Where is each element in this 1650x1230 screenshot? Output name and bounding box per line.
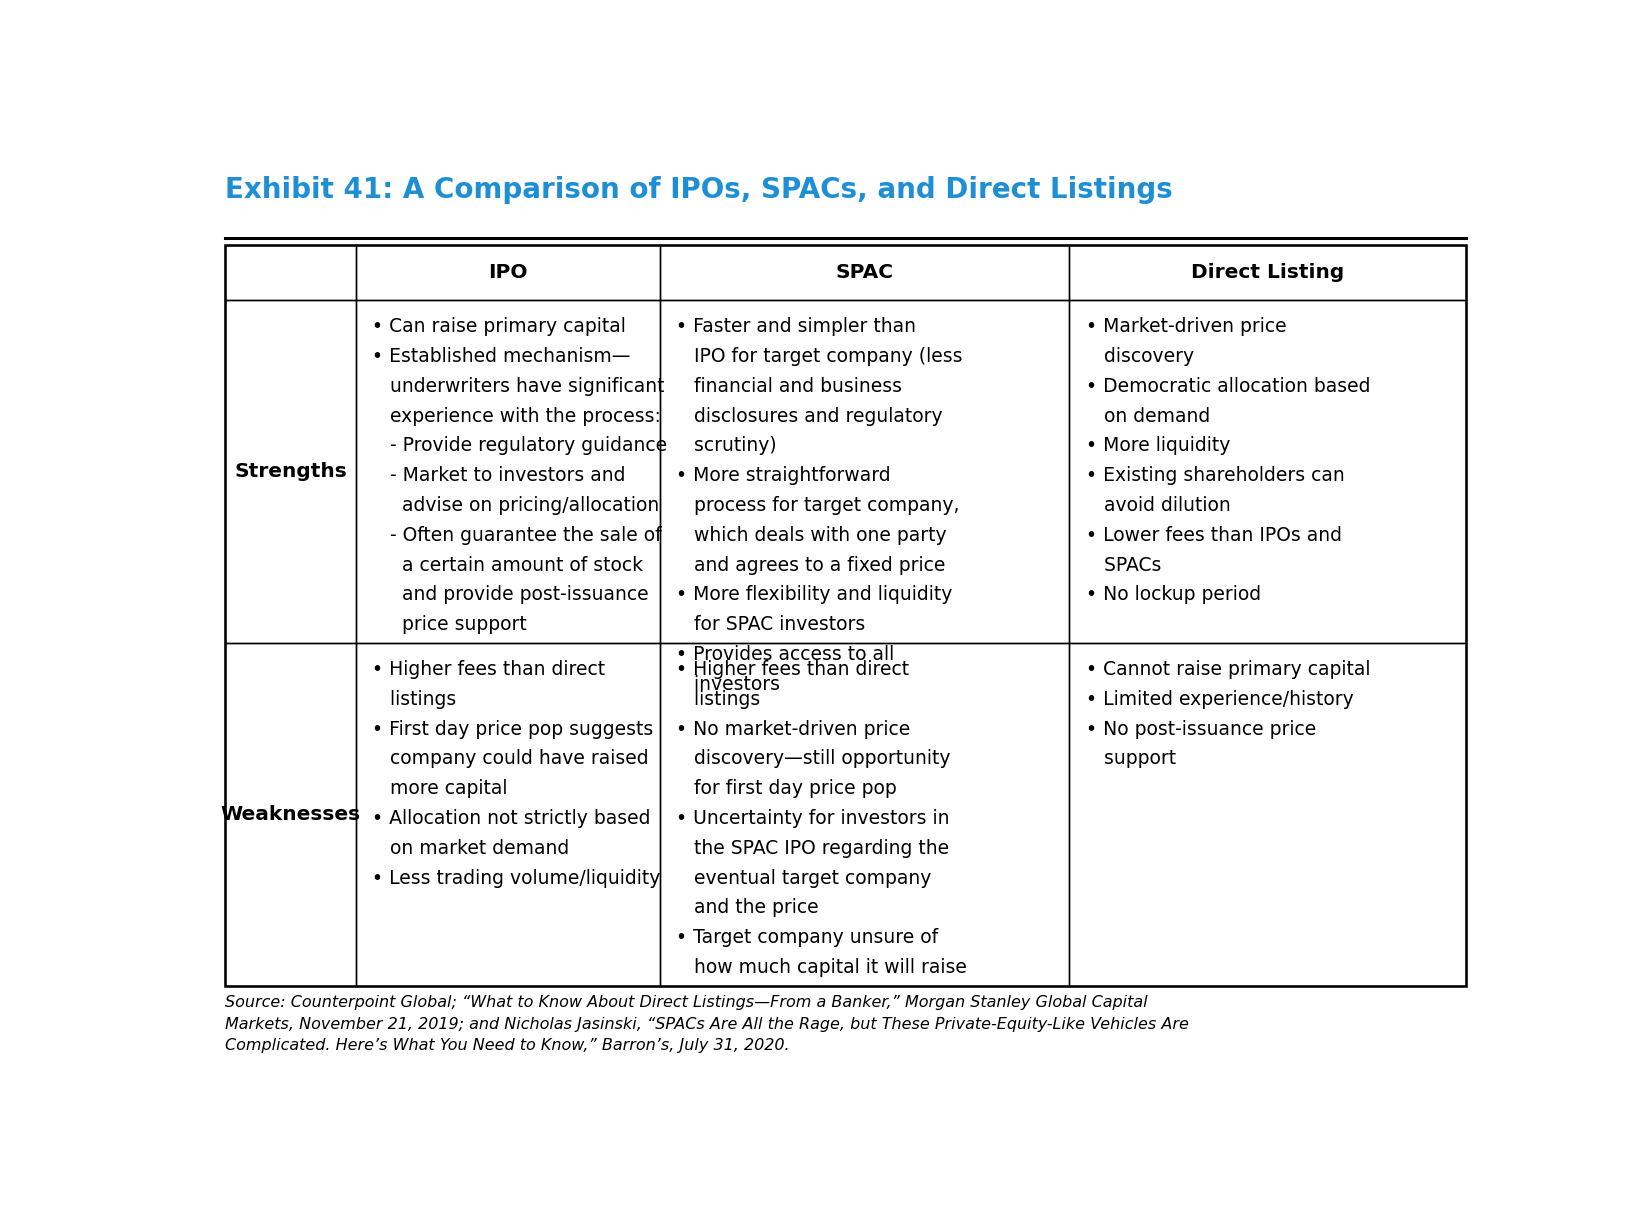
Bar bbox=[1069, 643, 1465, 985]
Bar bbox=[660, 300, 1069, 643]
Bar bbox=[226, 300, 356, 643]
Bar bbox=[660, 245, 1069, 300]
Bar bbox=[356, 300, 660, 643]
Text: Strengths: Strengths bbox=[234, 462, 346, 481]
Text: Exhibit 41: A Comparison of IPOs, SPACs, and Direct Listings: Exhibit 41: A Comparison of IPOs, SPACs,… bbox=[226, 176, 1173, 204]
Text: • Higher fees than direct
   listings
• No market-driven price
   discovery—stil: • Higher fees than direct listings • No … bbox=[676, 661, 967, 977]
Bar bbox=[356, 245, 660, 300]
Text: • Faster and simpler than
   IPO for target company (less
   financial and busin: • Faster and simpler than IPO for target… bbox=[676, 317, 962, 694]
Bar bbox=[356, 643, 660, 985]
Text: SPAC: SPAC bbox=[835, 263, 893, 282]
Bar bbox=[660, 643, 1069, 985]
Bar bbox=[1069, 300, 1465, 643]
Text: • Market-driven price
   discovery
• Democratic allocation based
   on demand
• : • Market-driven price discovery • Democr… bbox=[1086, 317, 1370, 604]
Text: • Cannot raise primary capital
• Limited experience/history
• No post-issuance p: • Cannot raise primary capital • Limited… bbox=[1086, 661, 1370, 769]
Bar bbox=[226, 245, 356, 300]
Bar bbox=[226, 643, 356, 985]
Text: • Higher fees than direct
   listings
• First day price pop suggests
   company : • Higher fees than direct listings • Fir… bbox=[373, 661, 660, 888]
Bar bbox=[226, 245, 1465, 985]
Text: • Can raise primary capital
• Established mechanism—
   underwriters have signif: • Can raise primary capital • Establishe… bbox=[373, 317, 667, 635]
Text: Source: Counterpoint Global; “What to Know About Direct Listings—From a Banker,”: Source: Counterpoint Global; “What to Kn… bbox=[226, 995, 1190, 1053]
Bar bbox=[1069, 245, 1465, 300]
Text: Weaknesses: Weaknesses bbox=[221, 804, 361, 824]
Text: IPO: IPO bbox=[488, 263, 528, 282]
Text: Direct Listing: Direct Listing bbox=[1191, 263, 1345, 282]
